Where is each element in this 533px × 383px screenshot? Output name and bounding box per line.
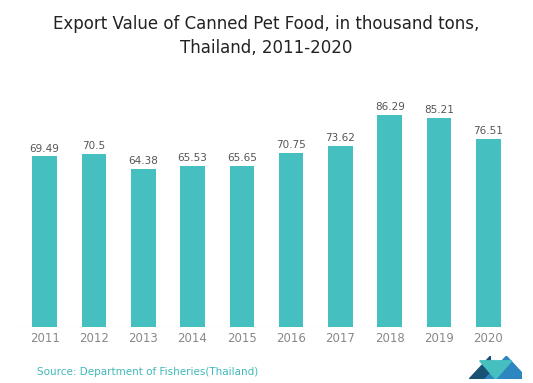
Text: 85.21: 85.21	[424, 105, 454, 115]
Bar	[33, 157, 57, 327]
Bar	[82, 154, 106, 327]
Text: 69.49: 69.49	[30, 144, 60, 154]
Text: 70.75: 70.75	[276, 141, 306, 151]
Text: 65.65: 65.65	[227, 153, 257, 163]
Polygon shape	[469, 356, 490, 379]
Bar	[230, 166, 254, 327]
Bar	[328, 146, 353, 327]
Text: 76.51: 76.51	[473, 126, 503, 136]
Bar	[476, 139, 500, 327]
Bar	[180, 166, 205, 327]
Text: 86.29: 86.29	[375, 102, 405, 112]
Text: Source: Department of Fisheries(Thailand): Source: Department of Fisheries(Thailand…	[37, 367, 259, 377]
Bar	[279, 153, 303, 327]
Polygon shape	[485, 356, 528, 379]
Bar	[377, 115, 402, 327]
Title: Export Value of Canned Pet Food, in thousand tons,
Thailand, 2011-2020: Export Value of Canned Pet Food, in thou…	[53, 15, 480, 57]
Polygon shape	[480, 361, 512, 379]
Text: 70.5: 70.5	[82, 141, 106, 151]
Text: 65.53: 65.53	[177, 153, 207, 163]
Text: 73.62: 73.62	[326, 133, 356, 143]
Text: 64.38: 64.38	[128, 156, 158, 166]
Bar	[427, 118, 451, 327]
Bar	[131, 169, 156, 327]
